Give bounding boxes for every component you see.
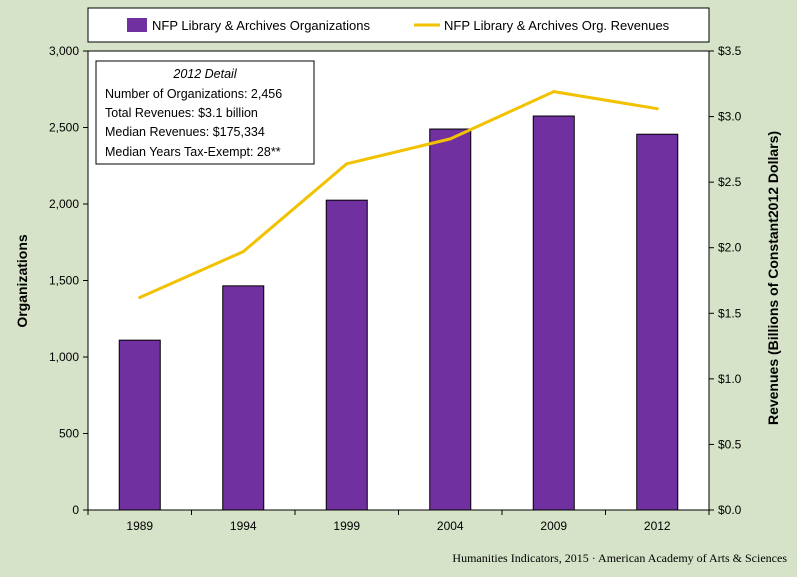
detail-line-organizations: Number of Organizations: 2,456 <box>105 87 282 101</box>
revenue-point-1994 <box>241 250 245 254</box>
y-tick-label-left: 0 <box>72 503 79 517</box>
detail-title: 2012 Detail <box>172 67 237 81</box>
y-tick-label-right: $3.0 <box>718 110 742 124</box>
x-tick-label-2012: 2012 <box>644 519 671 533</box>
legend-label-revenues: NFP Library & Archives Org. Revenues <box>444 18 670 33</box>
legend-box <box>87 7 710 43</box>
y-tick-label-right: $1.5 <box>718 306 742 320</box>
revenue-point-1999 <box>345 162 349 166</box>
detail-line-median-years: Median Years Tax-Exempt: 28** <box>105 145 281 159</box>
y-tick-label-left: 3,000 <box>49 44 79 58</box>
x-tick-label-2009: 2009 <box>540 519 567 533</box>
bar-2004 <box>429 128 472 511</box>
y-tick-label-right: $0.5 <box>718 437 742 451</box>
y-tick-label-right: $2.5 <box>718 175 742 189</box>
legend-swatch-bar <box>127 18 147 32</box>
bar-1999 <box>325 199 368 511</box>
y-tick-label-right: $2.0 <box>718 241 742 255</box>
x-tick-label-2004: 2004 <box>437 519 464 533</box>
y-tick-label-right: $0.0 <box>718 503 742 517</box>
y-tick-label-left: 2,500 <box>49 121 79 135</box>
y-tick-label-right: $1.0 <box>718 372 742 386</box>
y-tick-label-left: 1,500 <box>49 274 79 288</box>
detail-line-median-revenues: Median Revenues: $175,334 <box>105 125 265 139</box>
bar-2009 <box>532 115 575 511</box>
y-axis-title-right: Revenues (Billions of Constant2012 Dolla… <box>765 131 781 425</box>
revenue-point-2009 <box>552 90 556 94</box>
source-credit: Humanities Indicators, 2015 · American A… <box>452 551 787 565</box>
y-axis-title-left: Organizations <box>14 234 30 328</box>
x-tick-label-1999: 1999 <box>333 519 360 533</box>
detail-box: 2012 Detail Number of Organizations: 2,4… <box>95 60 315 165</box>
x-tick-label-1994: 1994 <box>230 519 257 533</box>
bar-1994 <box>222 285 265 511</box>
y-tick-label-right: $3.5 <box>718 44 742 58</box>
legend-label-organizations: NFP Library & Archives Organizations <box>152 18 370 33</box>
revenue-point-2012 <box>655 107 659 111</box>
y-tick-label-left: 1,000 <box>49 350 79 364</box>
y-tick-label-left: 2,000 <box>49 197 79 211</box>
revenue-line <box>139 90 658 299</box>
detail-line-total-revenues: Total Revenues: $3.1 billion <box>105 106 258 120</box>
y-tick-label-left: 500 <box>59 427 79 441</box>
bar-1989 <box>118 339 161 511</box>
x-tick-label-1989: 1989 <box>126 519 153 533</box>
bar-2012 <box>636 133 679 511</box>
revenue-point-2004 <box>448 137 452 141</box>
revenue-point-1989 <box>138 296 142 300</box>
